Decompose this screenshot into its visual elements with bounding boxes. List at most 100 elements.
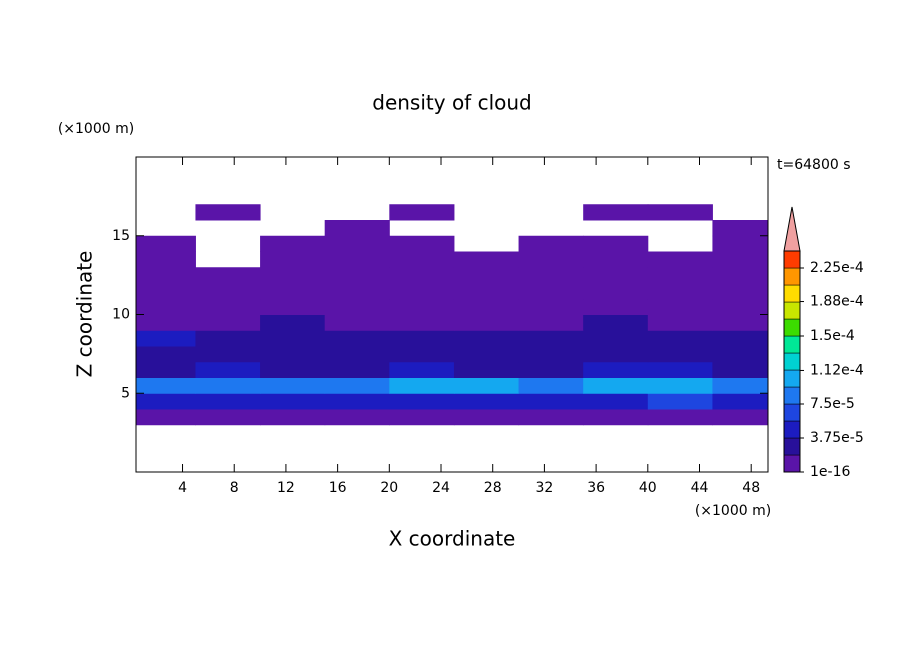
cell bbox=[389, 283, 455, 300]
colorbar-label: 1.12e-4 bbox=[810, 362, 864, 378]
cell bbox=[583, 409, 649, 426]
cell bbox=[324, 377, 390, 394]
colorbar-frame bbox=[783, 250, 801, 473]
cell bbox=[518, 377, 584, 394]
x-tick-label: 32 bbox=[535, 480, 553, 496]
cell bbox=[583, 251, 649, 268]
cell bbox=[583, 204, 649, 221]
cell bbox=[647, 204, 713, 221]
cell bbox=[389, 204, 455, 221]
cell bbox=[195, 204, 261, 221]
cell bbox=[712, 409, 768, 426]
cell bbox=[389, 314, 455, 331]
cell bbox=[647, 330, 713, 347]
cell bbox=[389, 251, 455, 268]
cell bbox=[136, 267, 196, 284]
x-axis-title: X coordinate bbox=[389, 527, 516, 551]
cell bbox=[712, 361, 768, 378]
cell bbox=[260, 314, 326, 331]
cell bbox=[324, 409, 390, 426]
x-tick-label: 24 bbox=[432, 480, 450, 496]
cell bbox=[712, 314, 768, 331]
cell bbox=[324, 298, 390, 315]
cell bbox=[583, 393, 649, 410]
cell bbox=[647, 346, 713, 363]
colorbar-box bbox=[783, 284, 801, 303]
y-unit: (×1000 m) bbox=[58, 121, 134, 137]
cell bbox=[583, 235, 649, 252]
cell bbox=[260, 251, 326, 268]
cell bbox=[518, 283, 584, 300]
colorbar-box bbox=[783, 454, 801, 473]
colorbar-box bbox=[783, 267, 801, 286]
cell bbox=[453, 409, 520, 426]
colorbar-label: 3.75e-5 bbox=[810, 430, 864, 446]
cell bbox=[712, 235, 768, 252]
colorbar-label: 1.88e-4 bbox=[810, 294, 864, 310]
x-tick-label: 8 bbox=[230, 480, 239, 496]
y-tick-label: 5 bbox=[121, 385, 130, 401]
cell bbox=[583, 346, 649, 363]
cell bbox=[389, 298, 455, 315]
colorbar-box bbox=[783, 420, 801, 439]
cell bbox=[389, 377, 455, 394]
cell bbox=[260, 409, 326, 426]
cell bbox=[583, 330, 649, 347]
colorbar-box bbox=[783, 335, 801, 354]
cell bbox=[518, 251, 584, 268]
x-tick-label: 20 bbox=[380, 480, 398, 496]
cell bbox=[583, 267, 649, 284]
colorbar-label: 7.5e-5 bbox=[810, 396, 855, 412]
cell bbox=[453, 346, 520, 363]
x-tick-label: 28 bbox=[484, 480, 502, 496]
cell bbox=[712, 267, 768, 284]
cell bbox=[260, 361, 326, 378]
x-unit: (×1000 m) bbox=[695, 503, 771, 519]
cell bbox=[324, 235, 390, 252]
x-tick-label: 4 bbox=[178, 480, 187, 496]
cell bbox=[260, 346, 326, 363]
cell bbox=[583, 283, 649, 300]
cell bbox=[324, 393, 390, 410]
cell bbox=[136, 393, 196, 410]
cell bbox=[136, 346, 196, 363]
y-tick-label: 15 bbox=[112, 228, 130, 244]
cell bbox=[518, 409, 584, 426]
cell bbox=[324, 267, 390, 284]
cell bbox=[453, 298, 520, 315]
cell bbox=[518, 330, 584, 347]
cell bbox=[136, 361, 196, 378]
cell bbox=[453, 251, 520, 268]
cell bbox=[647, 251, 713, 268]
y-axis-title: Z coordinate bbox=[73, 251, 97, 378]
colorbar-box bbox=[783, 437, 801, 456]
cell bbox=[647, 267, 713, 284]
colorbar-label: 1.5e-4 bbox=[810, 328, 855, 344]
cell bbox=[389, 267, 455, 284]
cell bbox=[647, 298, 713, 315]
x-tick-label: 48 bbox=[742, 480, 760, 496]
cell bbox=[453, 361, 520, 378]
cell bbox=[195, 361, 261, 378]
cell bbox=[136, 409, 196, 426]
colorbar-box bbox=[783, 369, 801, 388]
colorbar-label: 1e-16 bbox=[810, 464, 850, 480]
colorbar-box bbox=[783, 318, 801, 337]
cell bbox=[260, 235, 326, 252]
cell bbox=[712, 393, 768, 410]
cell bbox=[647, 377, 713, 394]
cell bbox=[712, 251, 768, 268]
cell bbox=[518, 298, 584, 315]
cell bbox=[195, 314, 261, 331]
cell bbox=[195, 283, 261, 300]
cell bbox=[195, 267, 261, 284]
cell bbox=[583, 298, 649, 315]
cell bbox=[195, 409, 261, 426]
cell bbox=[195, 330, 261, 347]
cell bbox=[195, 298, 261, 315]
cell bbox=[324, 314, 390, 331]
cell bbox=[453, 330, 520, 347]
time-annotation: t=64800 s bbox=[777, 157, 851, 173]
cell bbox=[712, 346, 768, 363]
